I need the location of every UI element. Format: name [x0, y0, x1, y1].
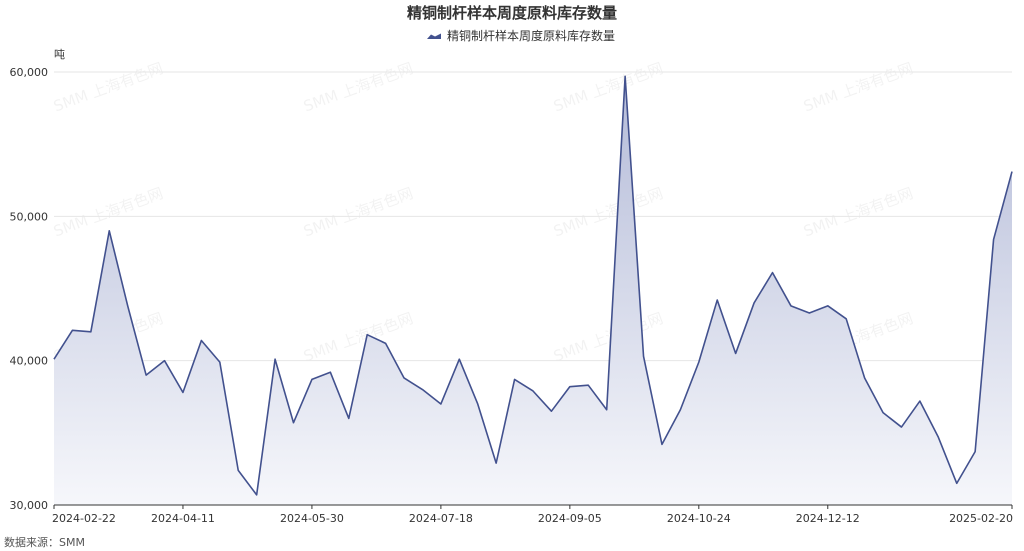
data-point[interactable] — [200, 339, 202, 341]
watermark-text: SMM 上海有色网 — [801, 184, 915, 240]
series-line[interactable] — [53, 75, 1013, 496]
y-axis-ticks: 30,000 40,000 50,000 60,000 — [10, 66, 49, 512]
data-point[interactable] — [366, 333, 368, 335]
data-point[interactable] — [919, 400, 921, 402]
y-tick-label: 30,000 — [10, 499, 49, 512]
data-point[interactable] — [237, 469, 239, 471]
axis-layer — [53, 504, 1013, 509]
data-point[interactable] — [679, 409, 681, 411]
x-axis-ticks: 2024-02-22 2024-04-11 2024-05-30 2024-07-18… — [52, 512, 1013, 525]
data-point[interactable] — [71, 329, 73, 331]
data-point[interactable] — [421, 388, 423, 390]
data-point[interactable] — [808, 312, 810, 314]
x-tick-label: 2024-05-30 — [280, 512, 344, 525]
data-point[interactable] — [348, 417, 350, 419]
x-tick-label: 2024-07-18 — [409, 512, 473, 525]
legend-series-icon — [427, 33, 441, 39]
watermark-text: SMM 上海有色网 — [551, 59, 665, 115]
data-point[interactable] — [255, 494, 257, 496]
data-point[interactable] — [1011, 170, 1013, 172]
data-point[interactable] — [532, 390, 534, 392]
data-point[interactable] — [698, 361, 700, 363]
data-point[interactable] — [956, 482, 958, 484]
series-area-fill — [54, 76, 1012, 505]
data-point[interactable] — [182, 391, 184, 393]
data-point[interactable] — [827, 305, 829, 307]
source-note: 数据来源：SMM — [4, 535, 85, 549]
watermark-text: SMM 上海有色网 — [551, 184, 665, 240]
area-layer — [53, 75, 1013, 505]
data-point[interactable] — [274, 358, 276, 360]
data-point[interactable] — [790, 305, 792, 307]
y-tick-label: 60,000 — [10, 66, 49, 79]
x-tick-label: 2024-02-22 — [52, 512, 116, 525]
legend[interactable]: 精铜制杆样本周度原料库存数量 — [427, 28, 615, 43]
y-tick-label: 40,000 — [10, 355, 49, 368]
watermark-text: SMM 上海有色网 — [51, 59, 165, 115]
data-point[interactable] — [219, 361, 221, 363]
data-point[interactable] — [642, 355, 644, 357]
data-point[interactable] — [495, 462, 497, 464]
y-tick-label: 50,000 — [10, 210, 49, 223]
data-point[interactable] — [771, 271, 773, 273]
legend-series-label: 精铜制杆样本周度原料库存数量 — [447, 28, 615, 43]
watermark-text: SMM 上海有色网 — [301, 184, 415, 240]
data-point[interactable] — [937, 436, 939, 438]
data-point[interactable] — [403, 377, 405, 379]
data-point[interactable] — [734, 352, 736, 354]
data-point[interactable] — [163, 359, 165, 361]
chart-title: 精铜制杆样本周度原料库存数量 — [407, 4, 617, 22]
data-point[interactable] — [126, 305, 128, 307]
data-point[interactable] — [587, 384, 589, 386]
data-point[interactable] — [329, 371, 331, 373]
data-point[interactable] — [550, 410, 552, 412]
data-point[interactable] — [311, 378, 313, 380]
watermark-text: SMM 上海有色网 — [801, 59, 915, 115]
data-point[interactable] — [992, 238, 994, 240]
x-tick-label: 2024-04-11 — [151, 512, 215, 525]
data-point[interactable] — [661, 443, 663, 445]
watermark-text: SMM 上海有色网 — [551, 309, 665, 365]
data-point[interactable] — [753, 302, 755, 304]
data-point[interactable] — [624, 75, 626, 77]
data-point[interactable] — [440, 403, 442, 405]
data-point[interactable] — [513, 378, 515, 380]
data-point[interactable] — [569, 385, 571, 387]
grid-layer — [54, 71, 1012, 362]
data-point[interactable] — [384, 342, 386, 344]
x-tick-label: 2024-12-12 — [796, 512, 860, 525]
x-tick-label: 2024-09-05 — [538, 512, 602, 525]
y-axis-unit-label: 吨 — [54, 48, 65, 61]
data-point[interactable] — [900, 426, 902, 428]
data-point[interactable] — [90, 331, 92, 333]
data-point[interactable] — [53, 358, 55, 360]
x-tick-label: 2025-02-20 — [949, 512, 1013, 525]
data-point[interactable] — [477, 403, 479, 405]
data-point[interactable] — [108, 230, 110, 232]
watermark-text: SMM 上海有色网 — [301, 59, 415, 115]
data-point[interactable] — [292, 422, 294, 424]
data-point[interactable] — [974, 450, 976, 452]
data-point[interactable] — [605, 409, 607, 411]
data-point[interactable] — [716, 299, 718, 301]
watermark-text: SMM 上海有色网 — [301, 309, 415, 365]
data-point[interactable] — [145, 374, 147, 376]
data-point[interactable] — [882, 411, 884, 413]
x-tick-label: 2024-10-24 — [667, 512, 731, 525]
data-point[interactable] — [458, 358, 460, 360]
data-point[interactable] — [845, 318, 847, 320]
data-point[interactable] — [863, 377, 865, 379]
